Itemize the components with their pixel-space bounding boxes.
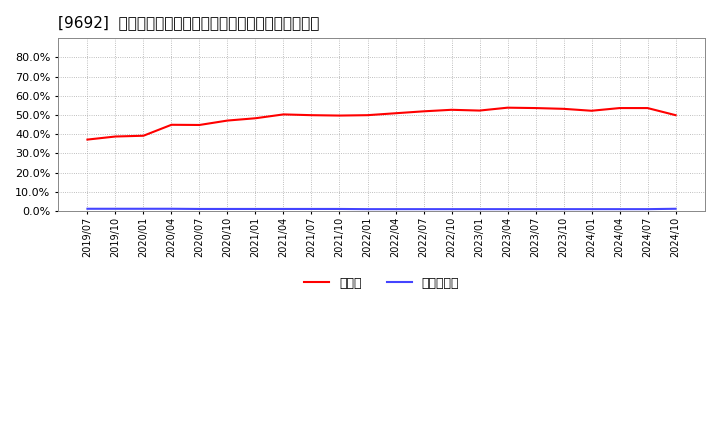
現顔金 (643, 106, 652, 111)
現顔金 (531, 106, 540, 111)
現顔金 (588, 108, 596, 114)
現顔金 (616, 106, 624, 111)
現顔金 (167, 122, 176, 128)
Text: [9692]  現預金、有利子負債の総資産に対する比率の推移: [9692] 現預金、有利子負債の総資産に対する比率の推移 (58, 15, 320, 30)
有利子負債 (503, 206, 512, 212)
有利子負債 (447, 206, 456, 212)
現顔金 (223, 118, 232, 123)
現顔金 (391, 110, 400, 116)
現顔金 (336, 113, 344, 118)
有利子負債 (83, 206, 91, 211)
現顔金 (671, 113, 680, 118)
Legend: 現顔金, 有利子負債: 現顔金, 有利子負債 (299, 272, 464, 295)
現顔金 (475, 108, 484, 113)
有利子負債 (251, 206, 260, 212)
有利子負債 (391, 206, 400, 212)
有利子負債 (531, 206, 540, 212)
現顔金 (503, 105, 512, 110)
有利子負債 (111, 206, 120, 211)
現顔金 (83, 137, 91, 142)
有利子負債 (588, 206, 596, 212)
有利子負債 (671, 206, 680, 211)
有利子負債 (475, 206, 484, 212)
有利子負債 (559, 206, 568, 212)
有利子負債 (419, 206, 428, 212)
有利子負債 (223, 206, 232, 212)
現顔金 (559, 106, 568, 111)
現顔金 (307, 113, 316, 118)
現顔金 (195, 122, 204, 128)
有利子負債 (363, 206, 372, 212)
有利子負債 (139, 206, 148, 211)
Line: 現顔金: 現顔金 (87, 108, 675, 139)
現顔金 (251, 116, 260, 121)
有利子負債 (616, 206, 624, 212)
現顔金 (279, 112, 288, 117)
現顔金 (447, 107, 456, 113)
有利子負債 (643, 206, 652, 212)
現顔金 (419, 109, 428, 114)
有利子負債 (307, 206, 316, 212)
有利子負債 (279, 206, 288, 212)
有利子負債 (195, 206, 204, 212)
有利子負債 (167, 206, 176, 211)
現顔金 (363, 113, 372, 118)
現顔金 (139, 133, 148, 138)
有利子負債 (336, 206, 344, 212)
現顔金 (111, 134, 120, 139)
